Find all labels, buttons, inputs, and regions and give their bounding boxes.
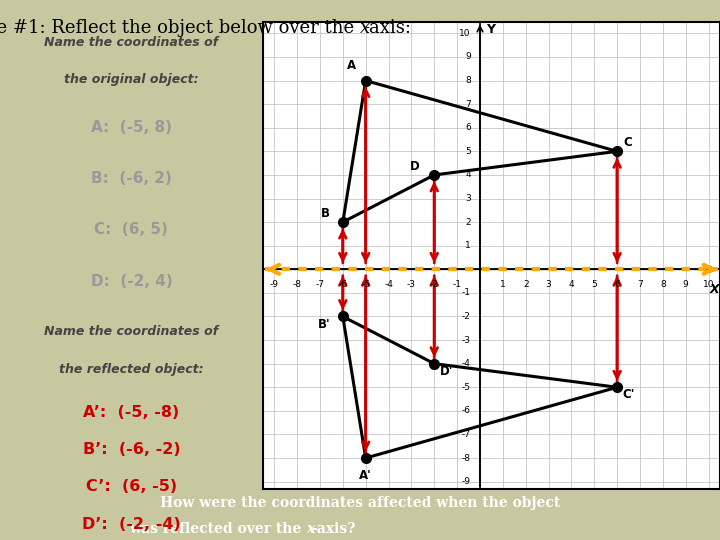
Text: the reflected object:: the reflected object: — [59, 362, 204, 376]
Text: A: A — [347, 59, 356, 72]
Text: D:  (-2, 4): D: (-2, 4) — [91, 274, 172, 289]
Text: 2: 2 — [465, 218, 471, 227]
Text: C: C — [623, 136, 631, 149]
Text: A:  (-5, 8): A: (-5, 8) — [91, 120, 172, 134]
Text: -4: -4 — [462, 359, 471, 368]
Text: x: x — [306, 522, 314, 536]
Text: B': B' — [318, 318, 330, 330]
Text: A': A' — [359, 469, 372, 482]
Text: 9: 9 — [465, 52, 471, 62]
Text: -2: -2 — [462, 312, 471, 321]
Text: 4: 4 — [569, 280, 575, 289]
Text: 8: 8 — [660, 280, 666, 289]
Text: -3: -3 — [407, 280, 416, 289]
Text: -axis?: -axis? — [311, 522, 356, 536]
Text: -9: -9 — [270, 280, 279, 289]
Text: C’:  (6, -5): C’: (6, -5) — [86, 480, 177, 494]
Text: -5: -5 — [361, 280, 370, 289]
Text: 4: 4 — [465, 171, 471, 179]
Text: B’:  (-6, -2): B’: (-6, -2) — [83, 442, 180, 457]
Text: C:  (6, 5): C: (6, 5) — [94, 222, 168, 238]
Text: x: x — [360, 19, 370, 37]
Text: 7: 7 — [465, 100, 471, 109]
Text: -6: -6 — [338, 280, 347, 289]
Text: 1: 1 — [465, 241, 471, 250]
Text: 10: 10 — [459, 29, 471, 38]
Text: Name the coordinates of: Name the coordinates of — [44, 325, 219, 338]
Text: was reflected over the: was reflected over the — [129, 522, 306, 536]
Text: 2: 2 — [523, 280, 528, 289]
Text: 6: 6 — [614, 280, 620, 289]
Text: 10: 10 — [703, 280, 714, 289]
Text: 5: 5 — [591, 280, 597, 289]
Text: -5: -5 — [462, 383, 471, 391]
Text: -2: -2 — [430, 280, 438, 289]
Text: -7: -7 — [462, 430, 471, 439]
Text: -8: -8 — [292, 280, 302, 289]
Text: -1: -1 — [453, 280, 462, 289]
Text: Name the coordinates of: Name the coordinates of — [44, 36, 219, 49]
Text: 1: 1 — [500, 280, 505, 289]
Text: Example #1: Reflect the object below over the: Example #1: Reflect the object below ove… — [0, 19, 360, 37]
Text: the original object:: the original object: — [64, 73, 199, 86]
Text: D’:  (-2, -4): D’: (-2, -4) — [82, 517, 181, 532]
Text: X: X — [709, 284, 719, 296]
Text: 9: 9 — [683, 280, 688, 289]
Text: B:  (-6, 2): B: (-6, 2) — [91, 171, 172, 186]
Text: How were the coordinates affected when the object: How were the coordinates affected when t… — [160, 496, 560, 510]
Text: -axis:: -axis: — [363, 19, 411, 37]
Text: 5: 5 — [465, 147, 471, 156]
Text: -1: -1 — [462, 288, 471, 298]
Text: Y: Y — [486, 23, 495, 36]
Text: -4: -4 — [384, 280, 393, 289]
Text: B: B — [321, 207, 330, 220]
Text: D': D' — [440, 365, 454, 378]
Text: 7: 7 — [637, 280, 643, 289]
Text: 3: 3 — [546, 280, 552, 289]
Text: -9: -9 — [462, 477, 471, 486]
Text: D: D — [410, 160, 420, 173]
Text: -7: -7 — [315, 280, 325, 289]
Text: 8: 8 — [465, 76, 471, 85]
Text: -8: -8 — [462, 454, 471, 463]
Text: -3: -3 — [462, 335, 471, 345]
Text: C': C' — [622, 388, 635, 401]
Text: 6: 6 — [465, 123, 471, 132]
Text: A’:  (-5, -8): A’: (-5, -8) — [84, 404, 179, 420]
Text: -6: -6 — [462, 406, 471, 415]
Text: 3: 3 — [465, 194, 471, 203]
